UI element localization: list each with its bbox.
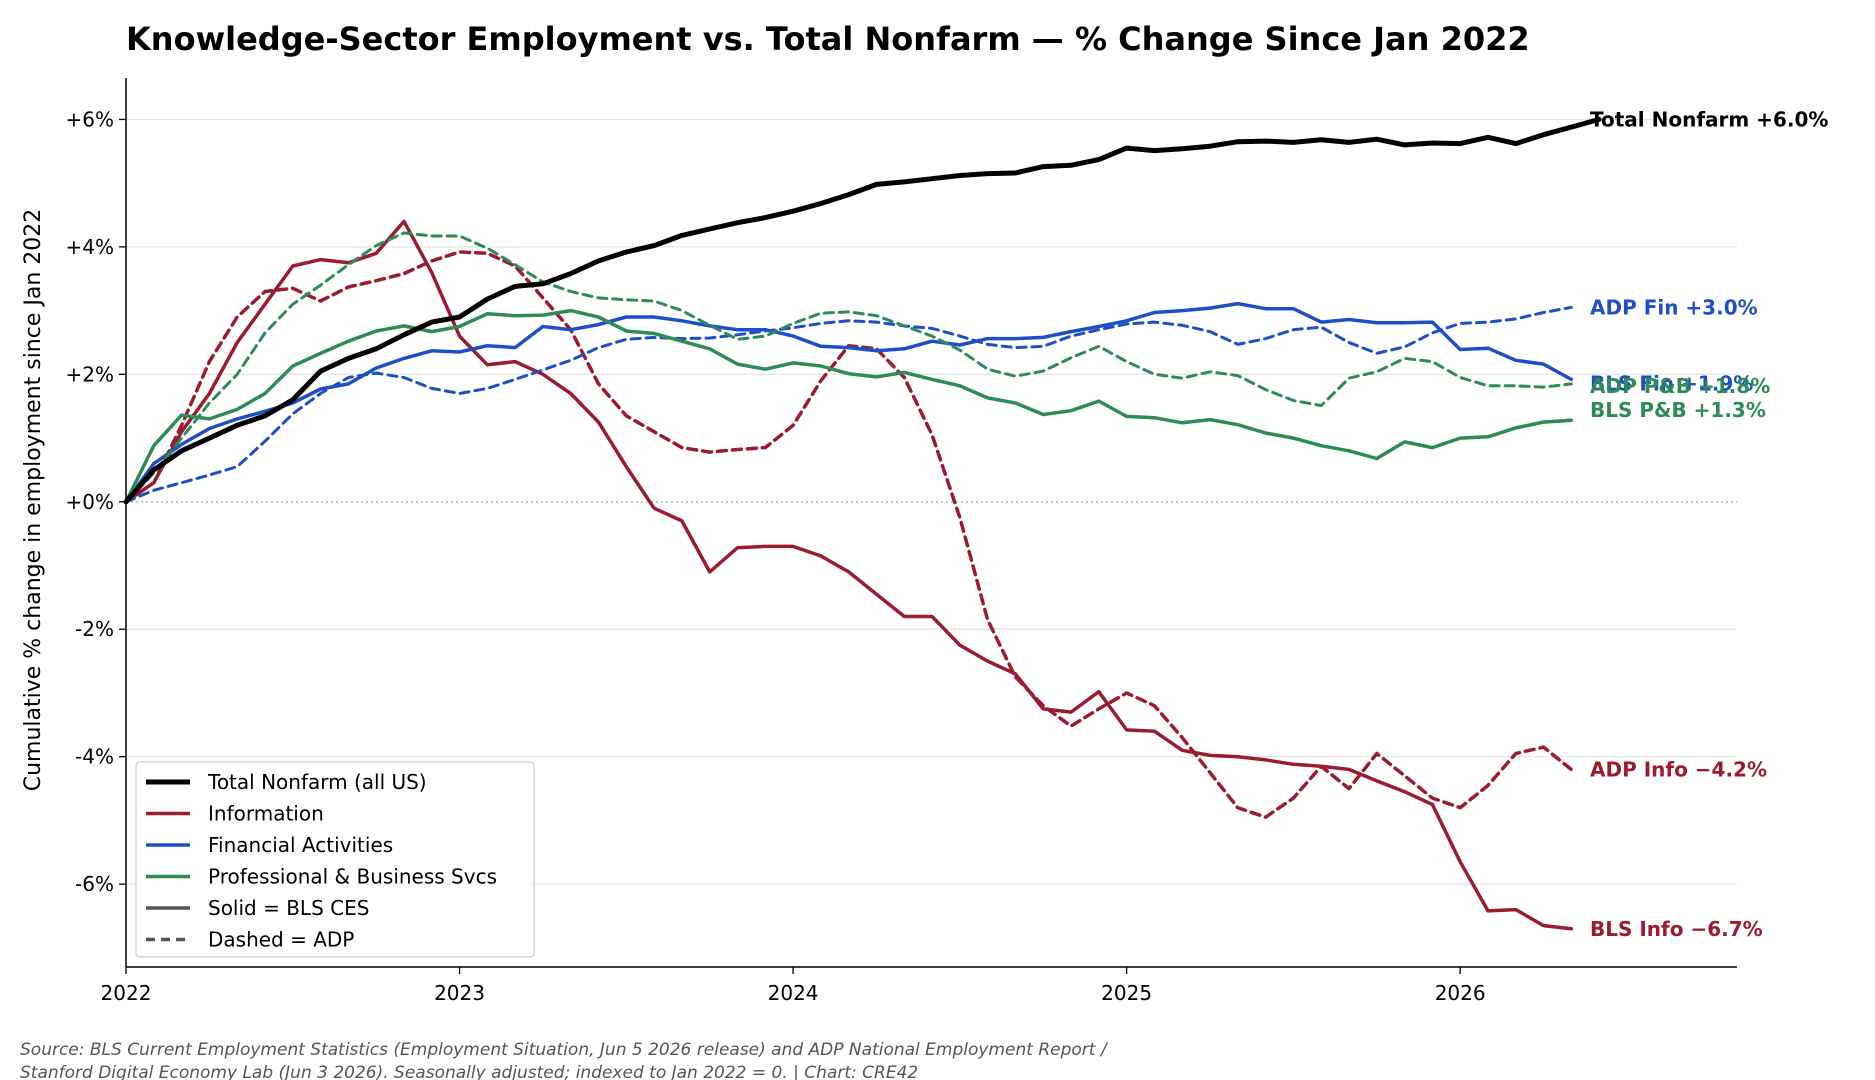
series-line-bls_info (124, 219, 1574, 931)
y-tick-label: -4% (75, 745, 114, 769)
y-tick-label: +4% (66, 235, 115, 259)
end-label-bls_info: BLS Info −6.7% (1590, 917, 1763, 941)
legend-label-3: Professional & Business Svcs (208, 865, 497, 889)
y-axis-label: Cumulative % change in employment since … (21, 209, 46, 792)
series-line-tn (123, 116, 1602, 505)
end-label-adp_pb: ADP P&B +1.8% (1590, 374, 1770, 398)
y-tick-label: -6% (75, 872, 114, 896)
end-label-adp_fin: ADP Fin +3.0% (1590, 295, 1758, 319)
y-axis-ticks: +6% +4% +2% +0% -2% -4% -6% (66, 107, 126, 896)
legend-label-2: Financial Activities (208, 833, 393, 857)
series-line-adp_info (124, 250, 1574, 819)
end-label-adp_info: ADP Info −4.2% (1590, 757, 1767, 781)
source-line-2: Stanford Digital Economy Lab (Jun 3 2026… (20, 1063, 918, 1080)
legend-label-5: Dashed = ADP (208, 928, 354, 952)
end-label-bls_fin: BLS Fin +1.9% (1590, 371, 1753, 395)
series-line-bls_fin (124, 301, 1574, 504)
series-line-adp_pb (124, 231, 1573, 504)
source-line-1: Source: BLS Current Employment Statistic… (20, 1040, 1109, 1060)
legend-label-1: Information (208, 802, 324, 826)
y-tick-label: -2% (75, 617, 114, 641)
legend-label-4: Solid = BLS CES (208, 896, 369, 920)
series-end-labels: Total Nonfarm +6.0% BLS Info −6.7% ADP Inf… (1590, 107, 1828, 940)
x-tick-label: 2025 (1101, 981, 1152, 1005)
series-layer (123, 116, 1602, 931)
series-line-bls_pb (124, 308, 1574, 504)
y-tick-label: +2% (66, 362, 115, 386)
series-line-adp_fin (124, 305, 1573, 504)
end-label-bls_pb: BLS P&B +1.3% (1590, 398, 1766, 422)
source-note: Source: BLS Current Employment Statistic… (20, 1040, 1109, 1080)
x-tick-label: 2022 (101, 981, 152, 1005)
x-tick-label: 2024 (768, 981, 819, 1005)
end-label-tn: Total Nonfarm +6.0% (1590, 107, 1828, 131)
x-tick-label: 2026 (1435, 981, 1486, 1005)
y-tick-label: +0% (66, 490, 115, 514)
chart-title: Knowledge-Sector Employment vs. Total No… (126, 20, 1530, 58)
x-axis-ticks: 2022 2023 2024 2025 2026 (101, 967, 1486, 1005)
axes (125, 78, 1737, 968)
legend-box (135, 761, 535, 958)
legend-label-0: Total Nonfarm (all US) (207, 770, 427, 794)
y-tick-label: +6% (66, 107, 115, 131)
legend: Total Nonfarm (all US) Information Financi… (135, 761, 535, 958)
x-tick-label: 2023 (434, 981, 485, 1005)
